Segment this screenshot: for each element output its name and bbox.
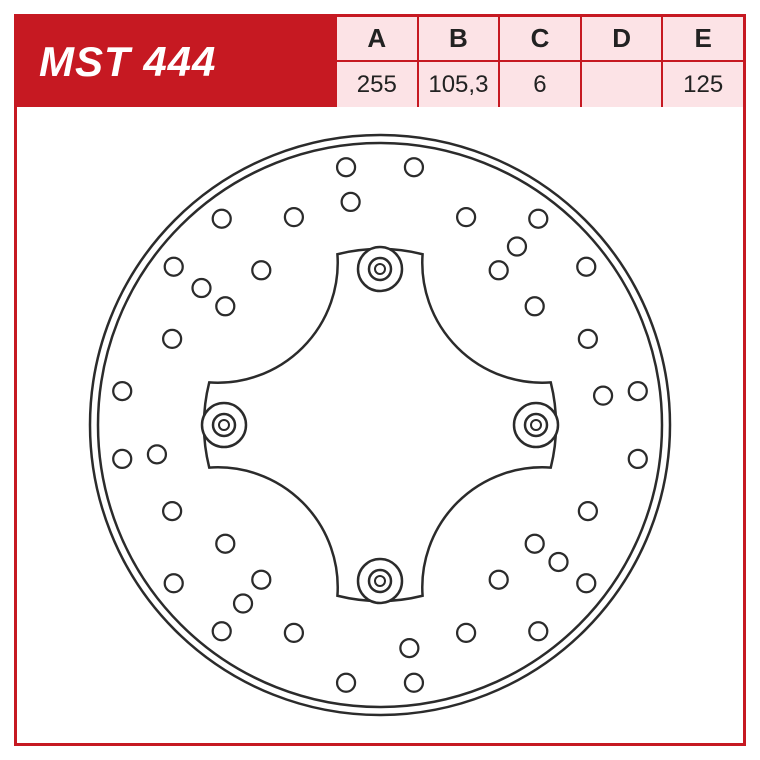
spec-col-D: D: [582, 17, 664, 62]
spec-val-E: 125: [663, 62, 743, 107]
product-code: MST 444: [17, 17, 337, 107]
spec-val-C: 6: [500, 62, 582, 107]
product-frame: MST 444 A B C D E 255 105,3 6 125: [14, 14, 746, 746]
spec-table: A B C D E 255 105,3 6 125: [337, 17, 743, 107]
spec-header-row: A B C D E: [337, 17, 743, 62]
brake-disc-diagram: [17, 107, 743, 743]
header: MST 444 A B C D E 255 105,3 6 125: [17, 17, 743, 107]
spec-col-B: B: [419, 17, 501, 62]
spec-val-B: 105,3: [419, 62, 501, 107]
spec-col-A: A: [337, 17, 419, 62]
spec-val-D: [582, 62, 664, 107]
spec-col-E: E: [663, 17, 743, 62]
spec-col-C: C: [500, 17, 582, 62]
spec-val-A: 255: [337, 62, 419, 107]
spec-value-row: 255 105,3 6 125: [337, 62, 743, 107]
